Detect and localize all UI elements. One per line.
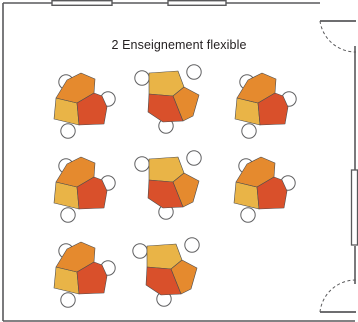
table-groups [53, 64, 297, 308]
table-group [53, 241, 116, 308]
table-red [147, 179, 184, 209]
chair [240, 207, 256, 223]
table-group [134, 150, 202, 220]
chair [60, 207, 76, 223]
chair [184, 237, 200, 253]
chair [186, 64, 202, 80]
table-red [257, 92, 289, 126]
table-red [76, 176, 108, 210]
table-red [76, 92, 108, 126]
windows [51, 0, 227, 6]
table-red [76, 261, 108, 295]
chair [60, 292, 76, 308]
table-group [234, 72, 297, 139]
table-red [145, 266, 182, 296]
chair [60, 123, 76, 139]
door-bottom-right [319, 279, 357, 313]
door-top-right [319, 20, 357, 53]
table-red [256, 176, 288, 210]
door-swing-arc [319, 279, 357, 313]
table-red [147, 93, 184, 123]
window-right [167, 0, 227, 6]
table-group [233, 156, 296, 223]
table-group [134, 64, 202, 134]
table-group [53, 72, 116, 139]
chair [241, 123, 257, 139]
door-swing-arc [319, 20, 357, 53]
chair [186, 150, 202, 166]
chair [134, 70, 150, 86]
chair [132, 243, 148, 259]
table-group [53, 156, 116, 223]
window-left [51, 0, 113, 6]
whiteboard [350, 169, 358, 246]
plan-title: 2 Enseignement flexible [111, 38, 247, 52]
chair [134, 156, 150, 172]
table-group [132, 237, 200, 307]
